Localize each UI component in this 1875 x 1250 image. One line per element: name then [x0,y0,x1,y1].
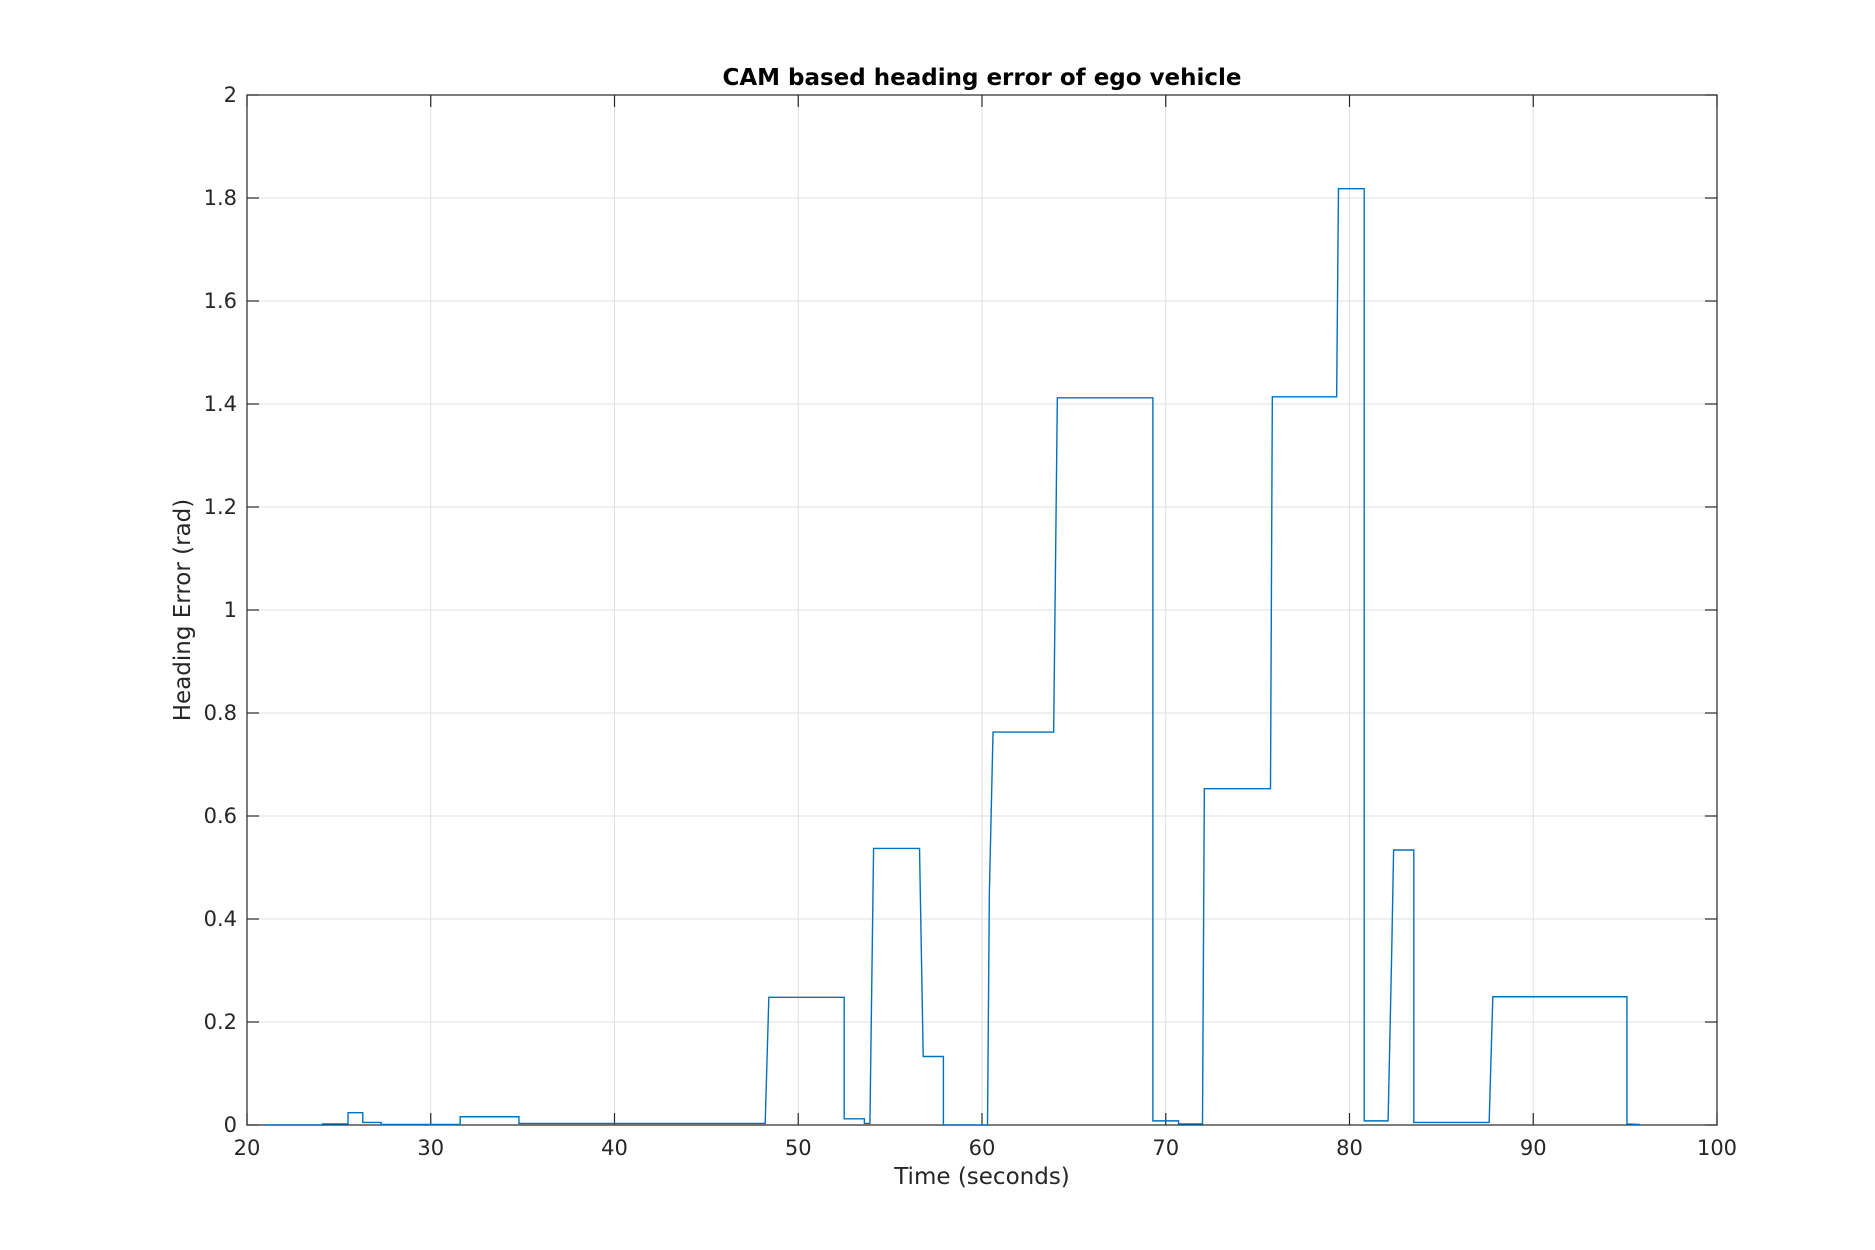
heading-error-series-line [265,188,1640,1126]
x-tick-labels: 20 30 40 50 60 70 80 90 100 [234,1136,1737,1160]
x-tick-label: 40 [601,1136,628,1160]
y-tick-label: 1.8 [204,186,237,210]
x-tick-label: 80 [1336,1136,1363,1160]
x-tick-label: 50 [785,1136,812,1160]
y-tick-label: 1.2 [204,495,237,519]
x-tick-label: 70 [1152,1136,1179,1160]
y-tick-label: 0.4 [204,907,237,931]
y-tick-label: 0.6 [204,804,237,828]
axis-ticks [246,94,1718,1126]
x-tick-label: 30 [417,1136,444,1160]
x-axis-label: Time (seconds) [893,1164,1070,1190]
y-tick-label: 0.2 [204,1010,237,1034]
y-tick-label: 0.8 [204,701,237,725]
y-tick-label: 2 [224,83,237,107]
grid-lines [247,95,1717,1125]
y-axis-label: Heading Error (rad) [170,499,196,722]
y-tick-labels: 0 0.2 0.4 0.6 0.8 1 1.2 1.4 1.6 1.8 2 [204,83,237,1137]
chart-title: CAM based heading error of ego vehicle [722,65,1241,91]
x-tick-label: 60 [969,1136,996,1160]
x-tick-label: 100 [1697,1136,1737,1160]
y-tick-label: 0 [224,1113,237,1137]
y-tick-label: 1 [224,598,237,622]
y-tick-label: 1.6 [204,289,237,313]
x-tick-label: 90 [1520,1136,1547,1160]
y-tick-label: 1.4 [204,392,237,416]
x-tick-label: 20 [234,1136,261,1160]
